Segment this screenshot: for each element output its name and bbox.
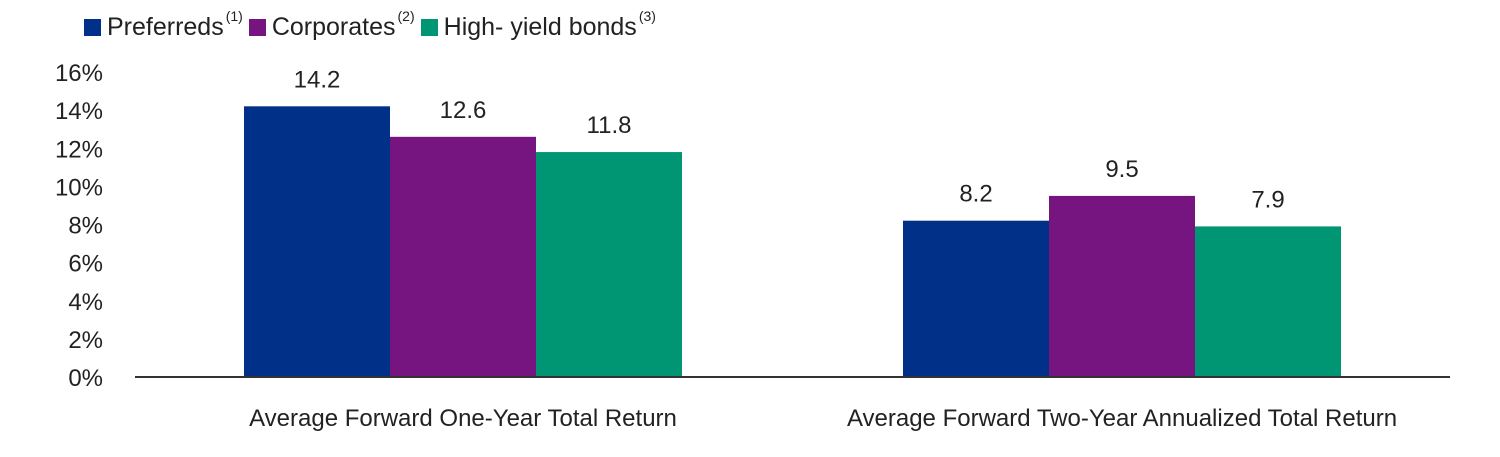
legend-item-corporates[interactable]: Corporates (2): [248, 8, 415, 42]
x-category-label: Average Forward Two-Year Annualized Tota…: [847, 405, 1397, 432]
legend-label-corporates: Corporates: [271, 13, 396, 41]
legend-label-preferreds: Preferreds: [107, 13, 224, 41]
y-tick-label: 8%: [68, 213, 103, 240]
bar[interactable]: [1049, 195, 1195, 377]
legend-swatch-high-yield-bonds: [420, 18, 438, 36]
x-category-label: Average Forward One-Year Total Return: [249, 405, 677, 432]
legend-item-high-yield-bonds[interactable]: High- yield bonds (3): [420, 8, 656, 42]
legend-swatch-preferreds: [84, 18, 101, 36]
y-tick-label: 4%: [68, 289, 103, 316]
y-tick-label: 6%: [68, 251, 103, 278]
bar-data-label: 11.8: [587, 112, 632, 139]
bar[interactable]: [390, 136, 536, 377]
legend-note-high-yield-bonds: (3): [638, 8, 656, 24]
y-tick-label: 14%: [55, 98, 103, 125]
bar-data-label: 12.6: [440, 97, 487, 124]
legend: Preferreds (1) Corporates (2) High- yiel…: [84, 8, 662, 44]
legend-label-high-yield-bonds: High- yield bonds: [443, 13, 637, 41]
legend-note-preferreds: (1): [225, 8, 243, 24]
y-tick-label: 2%: [68, 327, 103, 354]
bar-data-label: 14.2: [294, 66, 341, 93]
legend-swatch-corporates: [248, 18, 266, 36]
y-tick-label: 10%: [55, 174, 103, 201]
bar[interactable]: [536, 152, 682, 377]
legend-item-preferreds[interactable]: Preferreds (1): [84, 8, 243, 42]
bar-data-label: 9.5: [1105, 156, 1138, 183]
bar-data-label: 7.9: [1251, 186, 1284, 213]
y-tick-label: 12%: [55, 136, 103, 163]
bar[interactable]: [244, 106, 390, 377]
bar[interactable]: [1195, 226, 1341, 377]
y-tick-label: 16%: [55, 60, 103, 87]
legend-note-corporates: (2): [397, 8, 415, 24]
y-tick-label: 0%: [68, 365, 103, 392]
bar[interactable]: [903, 220, 1049, 377]
bar-data-label: 8.2: [959, 181, 992, 208]
